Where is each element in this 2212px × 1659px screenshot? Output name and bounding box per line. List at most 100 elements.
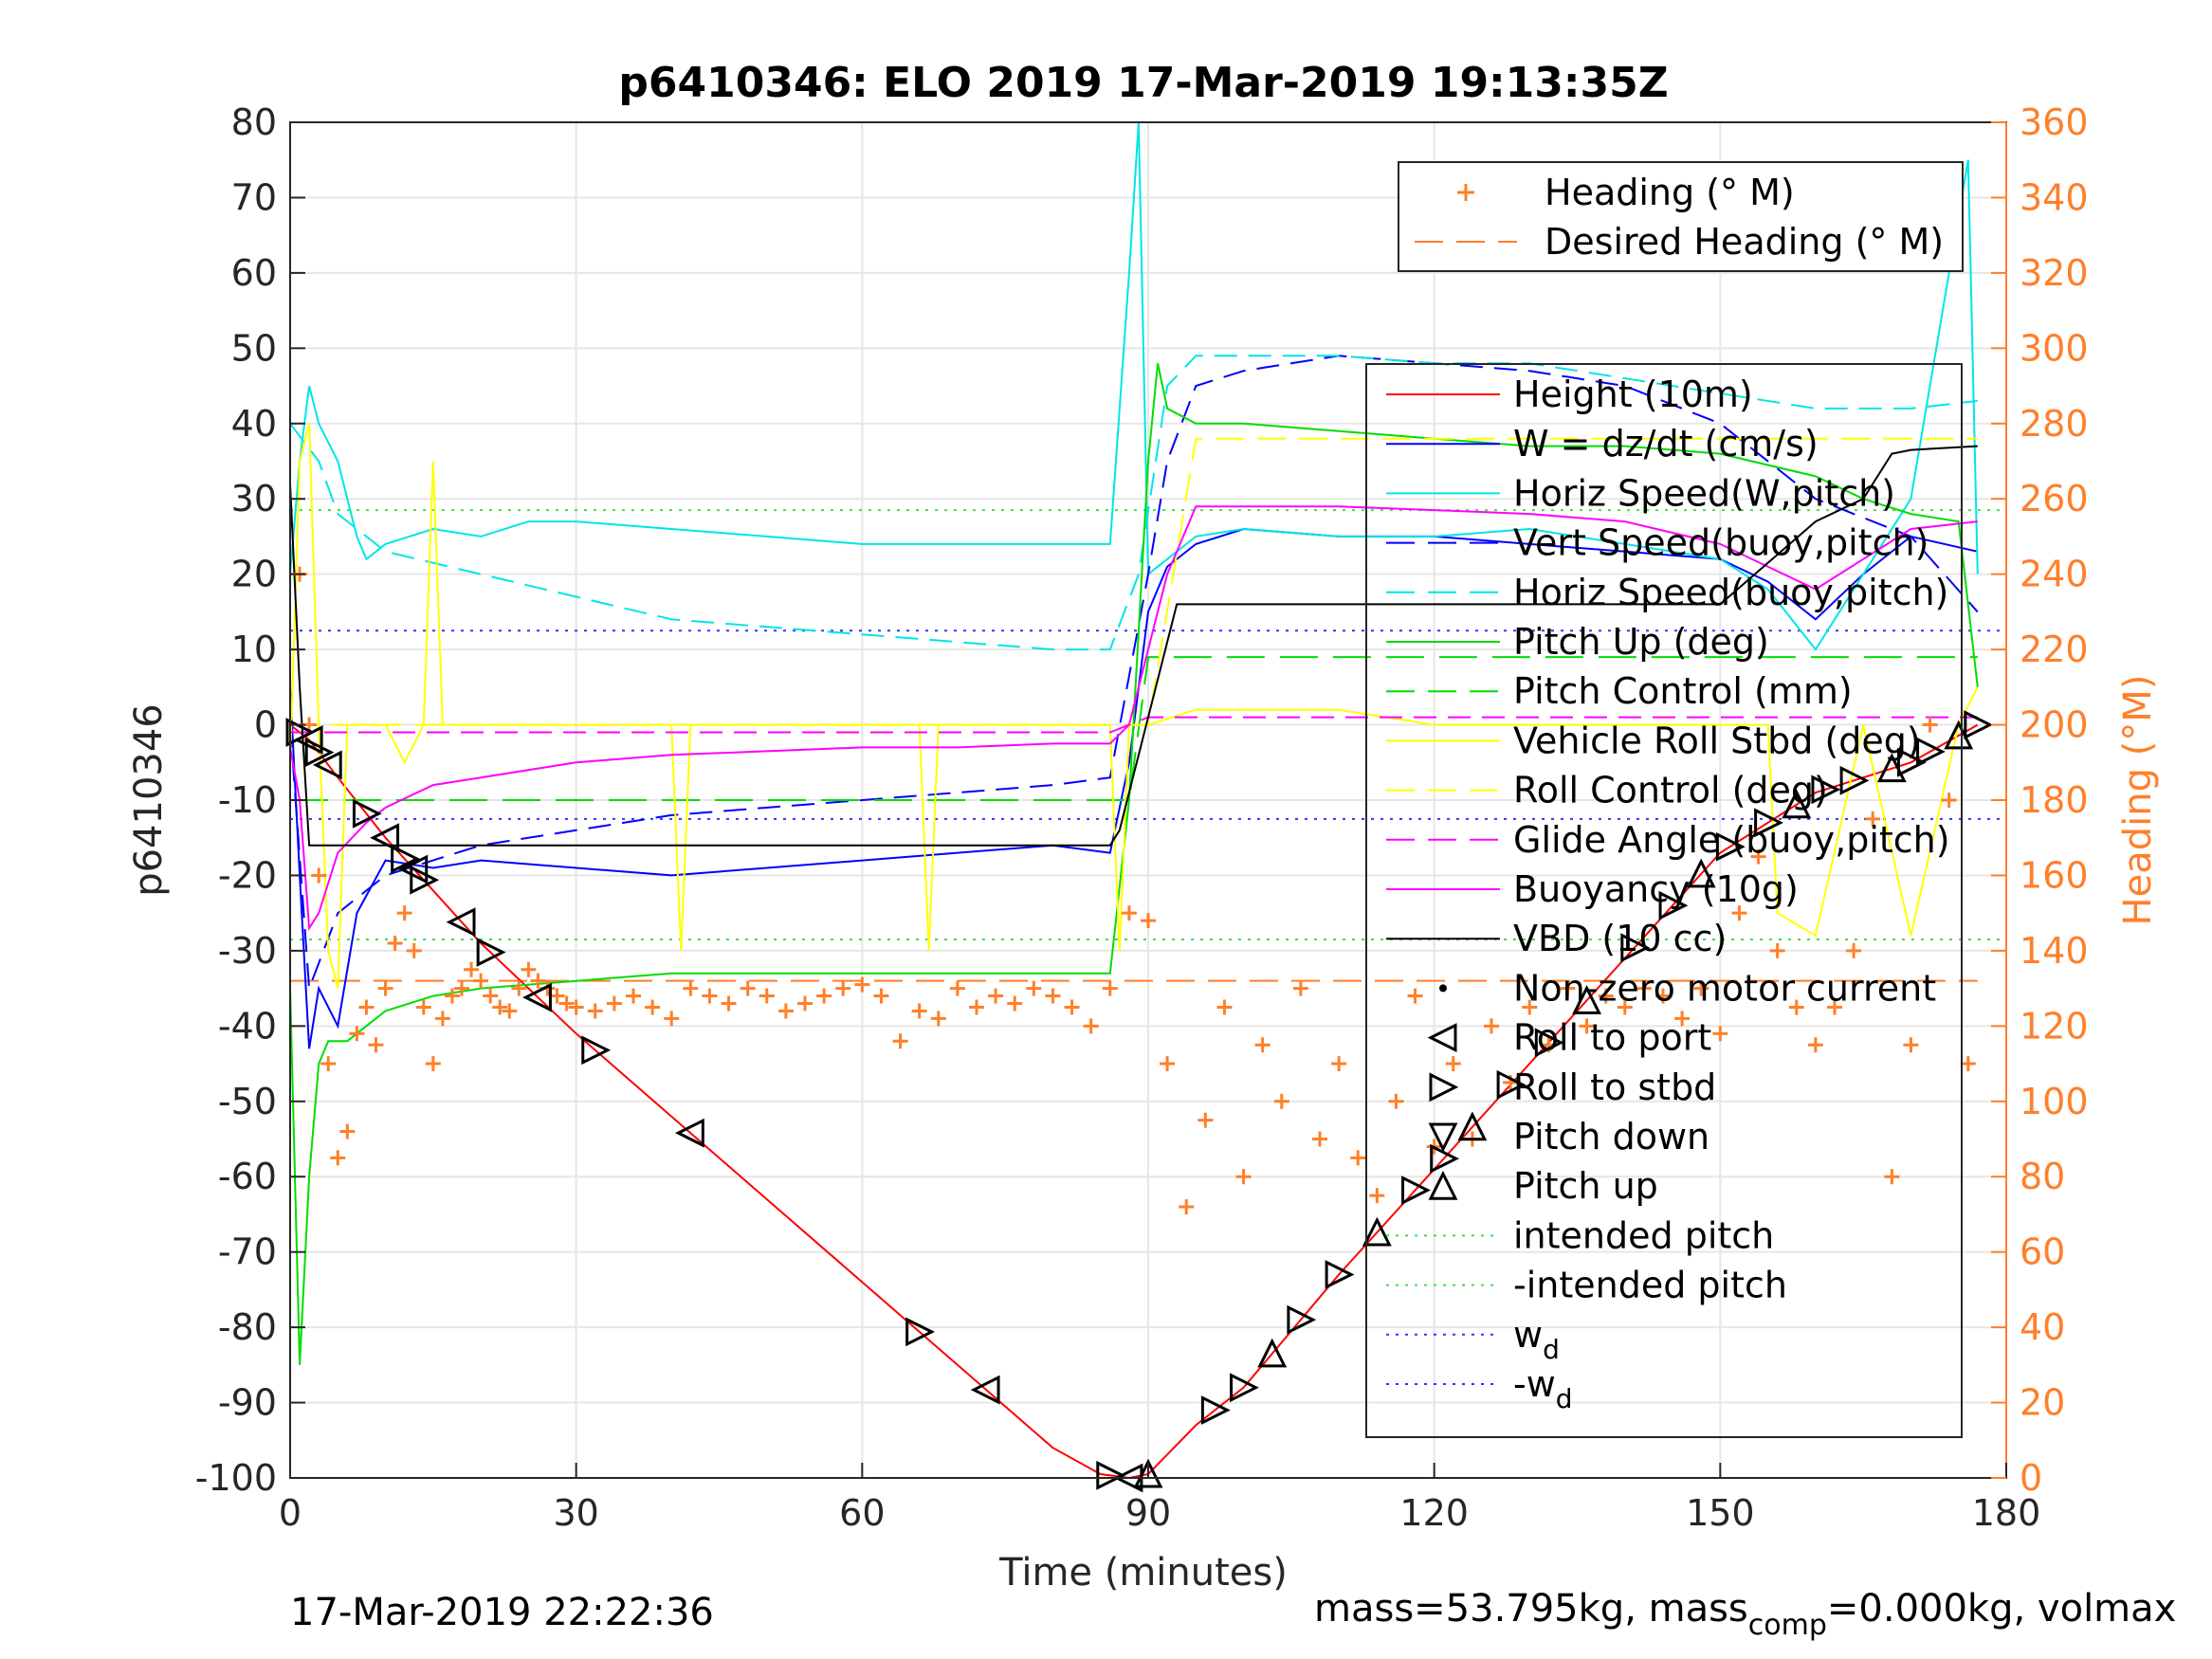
heading-point	[797, 995, 813, 1012]
heading-point	[558, 995, 575, 1012]
event-markers	[285, 710, 1994, 1493]
legend-label: Horiz Speed(buoy,pitch)	[1513, 572, 1948, 613]
legend-label-text: -intended pitch	[1513, 1265, 1787, 1306]
legend-main-entry: intended pitch	[1386, 1214, 1774, 1256]
event-marker	[1896, 747, 1927, 777]
right-y-tick-label: 100	[2020, 1081, 2089, 1122]
left-y-tick-label: -20	[218, 854, 277, 896]
legend-label-text: Vert Speed(buoy,pitch)	[1513, 522, 1929, 564]
heading-point	[1121, 905, 1137, 921]
left-y-tick-label: 80	[231, 101, 277, 143]
heading-point	[1331, 1056, 1347, 1072]
legend-label: W = dz/dt (cm/s)	[1513, 423, 1819, 465]
legend-label-text: Pitch Control (mm)	[1513, 670, 1853, 712]
event-marker	[391, 844, 421, 874]
legend-main-entry: Buoyancy (10g)	[1386, 868, 1799, 910]
legend-label-text: W = dz/dt (cm/s)	[1513, 423, 1819, 465]
heading-point	[1026, 980, 1042, 996]
legend-main-entry: Non-zero motor current	[1439, 967, 1936, 1009]
legend-main-entry: wd	[1386, 1314, 1560, 1365]
event-marker	[905, 1317, 936, 1347]
legend-main-entry: -intended pitch	[1386, 1265, 1787, 1306]
heading-point	[1941, 793, 1957, 808]
left-y-tick-label: 70	[231, 176, 277, 218]
legend-label-text: Heading (° M)	[1545, 172, 1795, 213]
event-marker	[312, 750, 342, 780]
heading-point	[1484, 1018, 1499, 1034]
heading-point	[1674, 1011, 1691, 1027]
heading-point	[873, 988, 889, 1004]
legend-label: Vert Speed(buoy,pitch)	[1513, 522, 1929, 564]
event-marker	[1686, 858, 1716, 888]
heading-point	[473, 973, 489, 989]
legend-main-entry: Vert Speed(buoy,pitch)	[1386, 522, 1929, 564]
legend-label: VBD (10 cc)	[1513, 918, 1727, 959]
legend-label: wd	[1513, 1314, 1560, 1365]
legend-label-text: VBD (10 cc)	[1513, 918, 1727, 959]
heading-point	[1636, 980, 1652, 996]
chart-title: p6410346: ELO 2019 17-Mar-2019 19:13:35Z	[618, 59, 1668, 107]
event-marker	[1620, 933, 1651, 963]
heading-point	[1179, 1199, 1195, 1214]
heading-point	[1655, 988, 1671, 1004]
legend-label-text: Horiz Speed(W,pitch)	[1513, 472, 1895, 514]
heading-point	[1216, 999, 1233, 1015]
heading-point	[1045, 988, 1061, 1004]
event-marker	[446, 907, 476, 938]
heading-point	[1235, 1169, 1252, 1185]
heading-point	[1598, 988, 1614, 1004]
heading-point	[1560, 980, 1576, 996]
legend-main-entry: Horiz Speed(W,pitch)	[1386, 472, 1895, 514]
event-marker	[1964, 710, 1994, 739]
heading-point	[988, 988, 1004, 1004]
heading-point	[377, 980, 393, 996]
heading-point	[339, 1123, 356, 1139]
heading-point	[454, 980, 469, 996]
legend-main-entry: Height (10m)	[1386, 374, 1753, 415]
heading-point	[645, 999, 661, 1015]
heading-point	[606, 995, 622, 1012]
legend-label: Horiz Speed(W,pitch)	[1513, 472, 1895, 514]
heading-point	[320, 1056, 337, 1072]
left-y-tick-label: 60	[231, 252, 277, 294]
legend-label-text: Roll to port	[1513, 1017, 1711, 1059]
event-marker	[1362, 1216, 1392, 1247]
heading-point	[1102, 980, 1118, 996]
event-marker	[1287, 1304, 1317, 1335]
right-y-tick-label: 320	[2020, 252, 2089, 294]
footer-timestamp: 17-Mar-2019 22:22:36	[290, 1591, 714, 1634]
legend-label: Roll to stbd	[1513, 1066, 1716, 1108]
series-line-8	[290, 437, 1978, 726]
x-axis-label: Time (minutes)	[998, 1551, 1288, 1595]
heading-point	[1407, 988, 1423, 1004]
event-marker	[410, 865, 440, 895]
right-y-tick-label: 0	[2020, 1457, 2042, 1499]
event-marker	[293, 725, 323, 755]
heading-point	[664, 1011, 680, 1027]
legend-heading-entry: Heading (° M)	[1457, 172, 1795, 213]
event-marker	[1715, 831, 1746, 862]
heading-point	[721, 995, 737, 1012]
heading-point	[1273, 1093, 1289, 1109]
heading-point	[1788, 999, 1804, 1015]
event-marker	[352, 798, 382, 829]
x-tick-label: 0	[279, 1492, 302, 1534]
heading-point	[949, 980, 965, 996]
legend-label: Pitch Control (mm)	[1513, 670, 1853, 712]
heading-point	[1846, 942, 1862, 958]
right-y-tick-label: 220	[2020, 629, 2089, 670]
event-marker	[1658, 890, 1689, 921]
legend-main: Height (10m) W = dz/dt (cm/s) Horiz Speed(…	[1365, 363, 1963, 1438]
heading-point	[530, 973, 546, 989]
heading-point	[854, 976, 870, 993]
legend-heading-box	[1398, 161, 1964, 272]
right-y-tick-label: 40	[2020, 1306, 2065, 1348]
x-tick-label: 90	[1125, 1492, 1171, 1534]
heading-point	[358, 999, 375, 1015]
right-y-tick-label: 360	[2020, 101, 2089, 143]
heading-point	[1750, 848, 1766, 865]
series-lines	[289, 121, 1979, 1480]
heading-point	[683, 980, 699, 996]
legend-main-box	[1365, 363, 1963, 1438]
left-y-tick-label: 0	[254, 704, 277, 746]
